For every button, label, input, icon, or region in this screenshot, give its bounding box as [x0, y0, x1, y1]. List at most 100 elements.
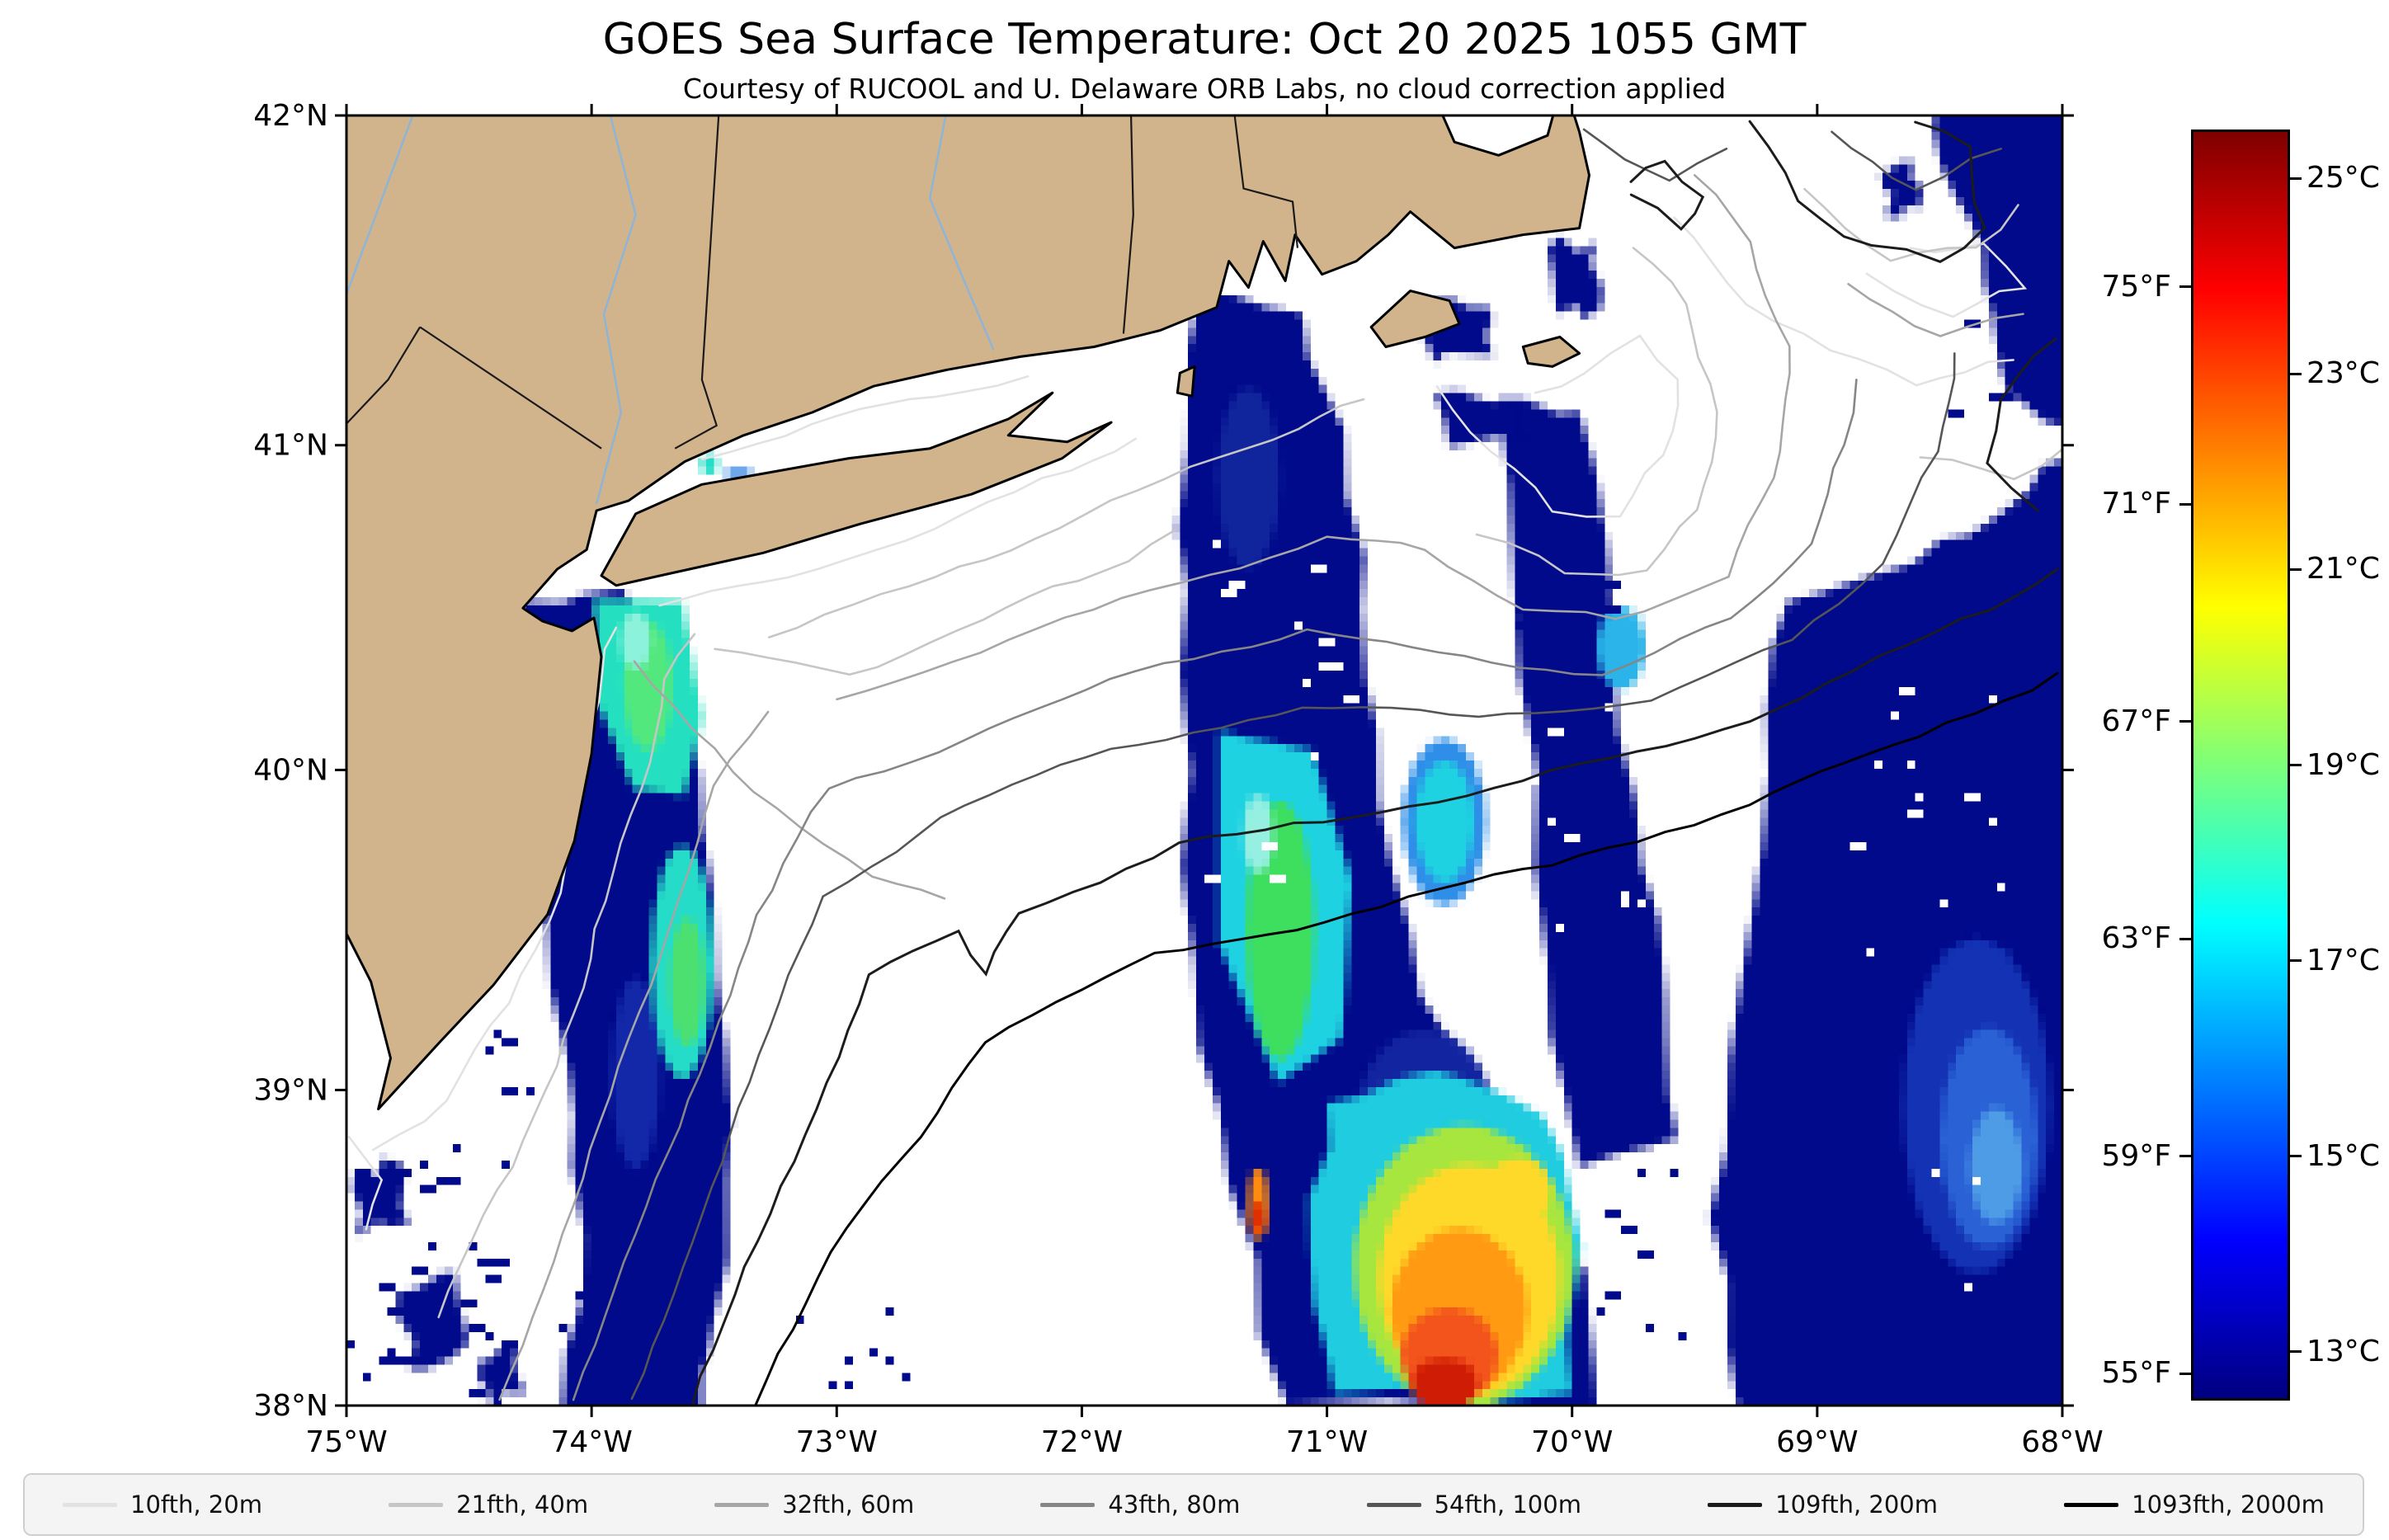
- colorbar-tick-celsius: [2290, 1350, 2302, 1354]
- colorbar-tick-celsius: [2290, 1155, 2302, 1158]
- legend-contour-line-swatch: [2064, 1502, 2119, 1507]
- x-tick-label: 70°W: [1531, 1425, 1613, 1459]
- legend-item: 43fth, 80m: [1040, 1491, 1240, 1519]
- colorbar-label-celsius: 19°C: [2307, 747, 2380, 782]
- legend-label: 109fth, 200m: [1775, 1491, 1938, 1519]
- x-tick-label: 73°W: [796, 1425, 878, 1459]
- colorbar-tick-fahrenheit: [2179, 720, 2191, 723]
- legend-contour-line-swatch: [63, 1502, 117, 1507]
- plot-frame: [345, 114, 2064, 1407]
- legend-item: 21fth, 40m: [389, 1491, 588, 1519]
- colorbar-label-fahrenheit: 63°F: [2101, 921, 2171, 956]
- land-polygon: [1176, 365, 1196, 398]
- colorbar-label-celsius: 21°C: [2307, 552, 2380, 586]
- legend-contour-line-swatch: [1040, 1502, 1096, 1507]
- colorbar-label-celsius: 17°C: [2307, 943, 2380, 977]
- bathymetry-contour-200m: [690, 567, 2059, 1406]
- y-tick-label: 38°N: [253, 1389, 328, 1423]
- legend-item: 1093fth, 2000m: [2064, 1491, 2325, 1519]
- bathymetry-contour-60m: [1847, 283, 2024, 337]
- colorbar-tick-fahrenheit: [2179, 1372, 2191, 1375]
- chart-subtitle: Courtesy of RUCOOL and U. Delaware ORB L…: [682, 73, 1727, 105]
- legend-contour-line-swatch: [1708, 1502, 1763, 1507]
- colorbar-label-fahrenheit: 67°F: [2101, 704, 2171, 738]
- bathymetry-legend: 10fth, 20m 21fth, 40m 32fth, 60m 43fth, 80m…: [23, 1473, 2364, 1536]
- legend-label: 21fth, 40m: [456, 1491, 589, 1519]
- colorbar-tick-fahrenheit: [2179, 502, 2191, 506]
- colorbar-tick-celsius: [2290, 764, 2302, 766]
- map-layers: [346, 115, 2062, 1406]
- bathymetry-contour-60m: [633, 660, 946, 900]
- colorbar-label-fahrenheit: 75°F: [2101, 269, 2171, 304]
- x-tick-label: 72°W: [1041, 1425, 1123, 1459]
- colorbar-label-celsius: 23°C: [2307, 356, 2380, 391]
- bathymetry-contour-40m: [1803, 187, 2019, 262]
- colorbar-tick-fahrenheit: [2179, 1155, 2191, 1158]
- bathymetry-contour-200m: [1986, 337, 2057, 512]
- legend-contour-line-swatch: [389, 1502, 444, 1507]
- bathymetry-contour-60m: [498, 710, 770, 1401]
- legend-item: 10fth, 20m: [63, 1491, 262, 1519]
- bathymetry-contour-2000m: [754, 671, 2059, 1406]
- bathymetry-contour-40m: [437, 633, 696, 1319]
- bathymetry-contour-20m: [1435, 334, 1680, 518]
- state-border-line: [1122, 115, 1134, 334]
- state-border-line: [1233, 115, 1298, 248]
- state-border-line: [674, 115, 720, 450]
- legend-item: 32fth, 60m: [714, 1491, 914, 1519]
- river-line: [346, 115, 414, 298]
- legend-contour-line-swatch: [1366, 1502, 1421, 1507]
- legend-label: 10fth, 20m: [130, 1491, 262, 1519]
- river-line: [595, 115, 637, 505]
- colorbar-label-fahrenheit: 55°F: [2101, 1356, 2171, 1391]
- colorbar-tick-celsius: [2290, 959, 2302, 963]
- bathymetry-contour-60m: [836, 174, 1791, 701]
- x-tick-label: 74°W: [550, 1425, 632, 1459]
- bathymetry-contour-100m: [630, 352, 1956, 1400]
- land-polygon: [1521, 336, 1581, 368]
- colorbar-tick-celsius: [2290, 372, 2302, 375]
- land-polygon: [346, 115, 1590, 1111]
- bathymetry-contour-20m: [1865, 243, 2028, 318]
- bathymetry-contour-40m: [1919, 447, 2062, 481]
- colorbar-tick-celsius: [2290, 177, 2302, 180]
- bathymetry-contour-20m: [700, 375, 1030, 460]
- y-tick-label: 42°N: [253, 99, 328, 133]
- y-tick-label: 39°N: [253, 1073, 328, 1107]
- legend-item: 54fth, 100m: [1366, 1491, 1581, 1519]
- state-border-line: [419, 326, 602, 450]
- bathymetry-contour-100m: [1831, 130, 2002, 191]
- colorbar-label-fahrenheit: 71°F: [2101, 487, 2171, 521]
- bathymetry-contour-40m: [768, 398, 1365, 638]
- legend-label: 32fth, 60m: [782, 1491, 915, 1519]
- legend-contour-line-swatch: [714, 1502, 770, 1507]
- y-tick-label: 41°N: [253, 429, 328, 463]
- legend-item: 109fth, 200m: [1708, 1491, 1938, 1519]
- colorbar-tick-fahrenheit: [2179, 937, 2191, 940]
- colorbar-label-fahrenheit: 59°F: [2101, 1138, 2171, 1173]
- x-tick-label: 68°W: [2021, 1425, 2103, 1459]
- bathymetry-contour-40m: [1475, 247, 1718, 577]
- bathymetry-contour-200m: [1629, 159, 1705, 231]
- y-tick-label: 40°N: [253, 753, 328, 787]
- state-border-line: [346, 326, 422, 426]
- x-tick-label: 75°W: [305, 1425, 387, 1459]
- chart-title: GOES Sea Surface Temperature: Oct 20 202…: [602, 15, 1807, 64]
- legend-label: 43fth, 80m: [1108, 1491, 1241, 1519]
- colorbar-tick-celsius: [2290, 567, 2302, 571]
- x-tick-label: 69°W: [1776, 1425, 1858, 1459]
- bathymetry-contour-20m: [347, 1135, 384, 1231]
- bathymetry-contour-200m: [1748, 120, 1986, 263]
- bathymetry-contour-40m: [714, 529, 1176, 676]
- colorbar-gradient: [2193, 132, 2288, 1398]
- bathymetry-contour-20m: [1673, 216, 2014, 387]
- bathymetry-contour-100m: [1582, 128, 1728, 182]
- bathymetry-contour-20m: [658, 437, 1138, 607]
- legend-label: 54fth, 100m: [1434, 1491, 1581, 1519]
- x-tick-label: 71°W: [1286, 1425, 1368, 1459]
- legend-label: 1093fth, 2000m: [2132, 1491, 2325, 1519]
- land-polygon: [600, 391, 1113, 587]
- colorbar-label-celsius: 25°C: [2307, 161, 2380, 195]
- bathymetry-contour-80m: [572, 379, 1858, 1401]
